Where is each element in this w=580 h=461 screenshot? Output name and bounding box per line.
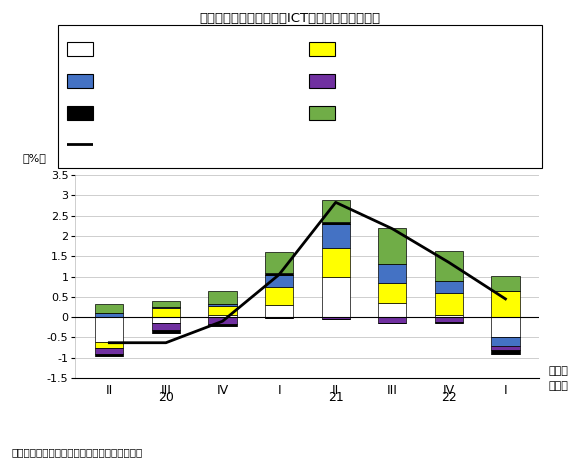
Bar	[378, 317, 407, 323]
Bar	[152, 323, 180, 330]
Text: 21: 21	[328, 391, 343, 404]
Bar	[265, 287, 293, 305]
Bar	[208, 317, 237, 325]
Bar	[208, 291, 237, 304]
Bar	[95, 354, 124, 356]
Bar	[491, 346, 520, 349]
Bar	[321, 248, 350, 277]
Bar	[265, 272, 293, 275]
Text: （期）: （期）	[548, 366, 568, 376]
Text: 集積回路・寄与度: 集積回路・寄与度	[340, 44, 390, 54]
Text: （出所）経済産業省「鉱工業指数」より作成。: （出所）経済産業省「鉱工業指数」より作成。	[12, 447, 143, 457]
Text: 民生用電子機械・寄与度: 民生用電子機械・寄与度	[97, 108, 166, 118]
Text: 電子計算機・寄与度: 電子計算機・寄与度	[340, 76, 396, 86]
Text: （%）: （%）	[22, 153, 46, 163]
Bar	[491, 349, 520, 354]
Bar	[435, 315, 463, 317]
Bar	[491, 337, 520, 346]
Bar	[321, 200, 350, 222]
Text: （年）: （年）	[548, 381, 568, 391]
Bar	[378, 265, 407, 283]
Text: 22: 22	[441, 391, 456, 404]
Bar	[435, 251, 463, 282]
Bar	[321, 222, 350, 224]
Bar	[95, 304, 124, 313]
Bar	[435, 322, 463, 323]
Bar	[378, 228, 407, 264]
Bar	[378, 283, 407, 303]
Bar	[321, 317, 350, 319]
Bar	[265, 317, 293, 318]
Text: その他の品目・寄与度: その他の品目・寄与度	[97, 44, 160, 54]
Bar	[208, 306, 237, 315]
Bar	[491, 291, 520, 317]
Bar	[152, 330, 180, 332]
Bar	[435, 317, 463, 322]
Text: 半導体・フラットパネル製造装置・寄与度: 半導体・フラットパネル製造装置・寄与度	[340, 108, 458, 118]
Text: ICT関連・寄与度: ICT関連・寄与度	[97, 139, 151, 149]
Text: 電子部品・回路・デバイス・寄与度: 電子部品・回路・デバイス・寄与度	[97, 76, 197, 86]
Bar	[208, 304, 237, 306]
Bar	[152, 307, 180, 308]
Bar	[152, 301, 180, 307]
Bar	[321, 224, 350, 248]
Text: 20: 20	[158, 391, 174, 404]
Bar	[152, 317, 180, 323]
Bar	[321, 277, 350, 317]
Bar	[265, 252, 293, 272]
Bar	[491, 317, 520, 337]
Bar	[95, 342, 124, 348]
Bar	[265, 305, 293, 317]
Bar	[435, 282, 463, 293]
Bar	[95, 317, 124, 342]
Bar	[152, 308, 180, 317]
Bar	[95, 313, 124, 317]
Text: 鉱工業生産指数に占めるICT関連品目別の寄与度: 鉱工業生産指数に占めるICT関連品目別の寄与度	[200, 12, 380, 24]
Bar	[208, 315, 237, 317]
Bar	[491, 276, 520, 291]
Bar	[95, 348, 124, 354]
Bar	[378, 303, 407, 317]
Bar	[435, 293, 463, 315]
Bar	[265, 275, 293, 287]
Bar	[378, 264, 407, 265]
